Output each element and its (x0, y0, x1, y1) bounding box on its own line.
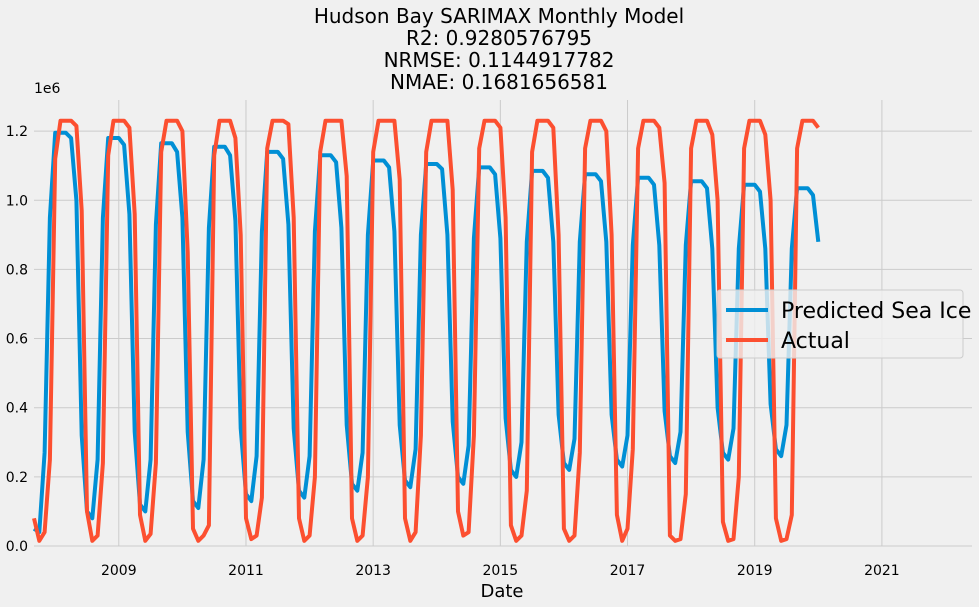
y-tick-label: 0.2 (6, 470, 28, 486)
x-tick-label: 2015 (483, 563, 519, 579)
series-lines (32, 118, 821, 543)
legend-entry-predicted: Predicted Sea Ice (781, 299, 971, 324)
y-tick-label: 0.8 (6, 262, 28, 278)
legend-entry-actual: Actual (781, 329, 850, 354)
legend: Predicted Sea Ice Actual (716, 289, 971, 359)
title-line-1: Hudson Bay SARIMAX Monthly Model (314, 4, 684, 28)
y-tick-label: 0.6 (6, 332, 28, 348)
y-tick-label: 1.0 (6, 193, 28, 209)
title-line-4: NMAE: 0.1681656581 (390, 70, 608, 94)
title-line-3: NRMSE: 0.1144917782 (384, 48, 615, 72)
x-axis-label: Date (480, 581, 523, 602)
x-tick-label: 2011 (228, 563, 264, 579)
series-line-actual (32, 118, 820, 543)
tick-labels: 0.0 0.2 0.4 0.6 0.8 1.0 1.2 2009 2011 2013 2015 201… (6, 124, 900, 579)
x-tick-label: 2009 (101, 563, 137, 579)
x-tick-label: 2017 (610, 563, 646, 579)
title-line-2: R2: 0.9280576795 (406, 26, 592, 50)
x-tick-label: 2019 (737, 563, 773, 579)
legend-frame (716, 289, 964, 359)
y-tick-label: 0.4 (6, 401, 28, 417)
y-tick-label: 0.0 (6, 539, 28, 555)
y-tick-label: 1.2 (6, 124, 28, 140)
y-offset-label: 1e6 (34, 81, 61, 97)
x-tick-label: 2021 (864, 563, 900, 579)
chart-title: Hudson Bay SARIMAX Monthly Model R2: 0.9… (314, 4, 684, 94)
x-tick-label: 2013 (355, 563, 391, 579)
